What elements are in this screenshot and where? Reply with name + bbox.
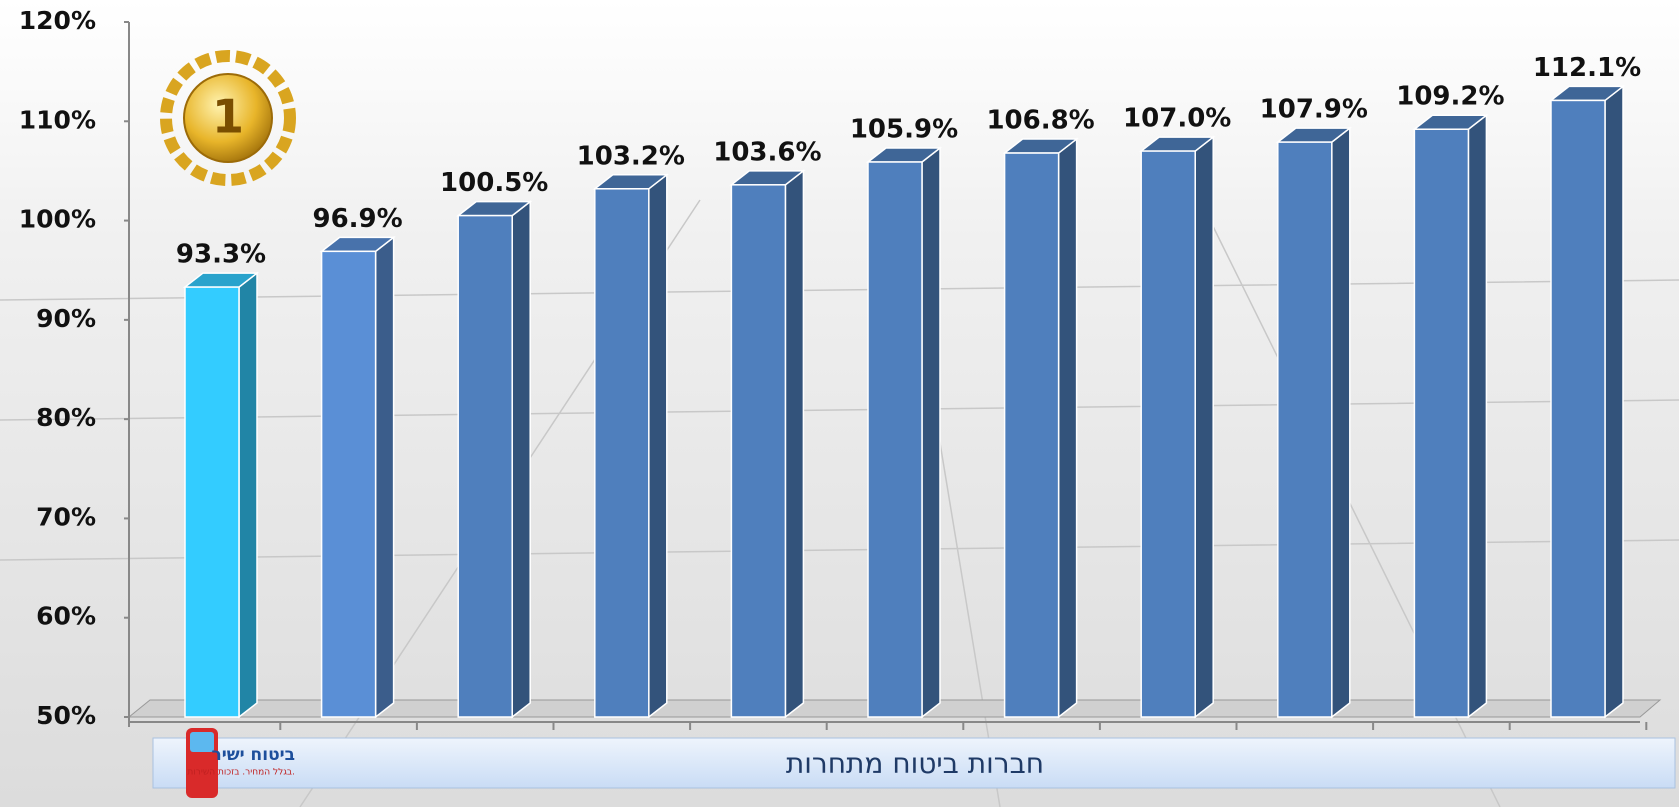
- bar-side: [511, 200, 531, 719]
- logo-name: ביטוח ישיר: [212, 745, 296, 765]
- medal-wreath: [160, 50, 296, 186]
- bar: [1413, 128, 1470, 718]
- value-label: 103.2%: [577, 141, 685, 171]
- y-tick-label: 70%: [36, 502, 96, 531]
- bar: [594, 188, 650, 718]
- x-label-band: [152, 737, 1676, 789]
- logo-tagline: בגלל המחיר. בזכות השירות.: [187, 768, 295, 778]
- medal-disc: [183, 73, 273, 163]
- bar-side: [1604, 84, 1624, 719]
- value-label: 100.5%: [440, 168, 548, 198]
- y-tick-label: 80%: [36, 403, 96, 432]
- y-tick-label: 50%: [36, 701, 96, 730]
- bar: [730, 184, 787, 718]
- value-label: 93.3%: [176, 240, 266, 270]
- bar-side: [921, 146, 941, 719]
- bar-side: [238, 271, 258, 719]
- value-label: 105.9%: [850, 114, 958, 144]
- medal: 1: [160, 50, 296, 186]
- value-label: 107.0%: [1123, 104, 1231, 134]
- bar: [320, 250, 377, 718]
- bar: [1003, 152, 1060, 718]
- bar-side: [1467, 113, 1488, 719]
- value-label: 112.1%: [1533, 53, 1641, 83]
- bar-side: [648, 173, 668, 719]
- bar: [457, 214, 513, 718]
- bar-side: [784, 169, 805, 719]
- medal-number: 1: [212, 90, 244, 144]
- bar: [1277, 141, 1333, 718]
- value-label: 109.2%: [1396, 82, 1504, 112]
- bar-side: [374, 235, 395, 719]
- value-label: 96.9%: [312, 204, 402, 234]
- y-tick-label: 110%: [19, 105, 96, 134]
- value-label: 107.9%: [1260, 95, 1368, 125]
- x-axis-label: חברות ביטוח מתחרות: [786, 747, 1044, 780]
- bar: [867, 161, 923, 718]
- value-label: 106.8%: [986, 106, 1094, 136]
- logo-screen: [190, 732, 214, 752]
- value-label: 103.6%: [713, 137, 821, 167]
- bar: [184, 286, 240, 718]
- y-tick-label: 120%: [19, 6, 96, 35]
- y-tick-label: 100%: [19, 205, 96, 234]
- bar-side: [1057, 137, 1078, 719]
- bar-side: [1331, 126, 1351, 719]
- bar-side: [1194, 135, 1214, 719]
- logo: ביטוח ישיר בגלל המחיר. בזכות השירות.: [186, 728, 295, 798]
- bar: [1140, 150, 1196, 718]
- bar: [1550, 99, 1606, 718]
- y-tick-label: 90%: [36, 304, 96, 333]
- y-tick-label: 60%: [36, 602, 96, 631]
